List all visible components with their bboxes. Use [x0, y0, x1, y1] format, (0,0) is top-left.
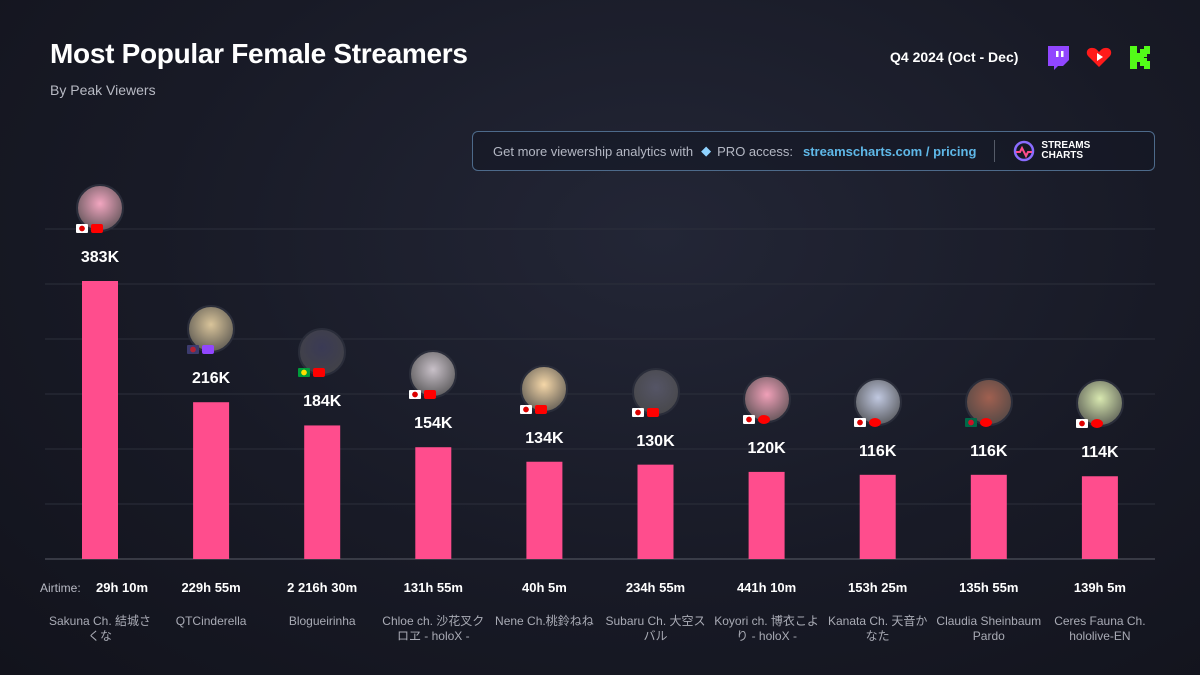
streamer-name: QTCinderella — [175, 614, 247, 628]
value-label: 120K — [747, 439, 786, 457]
airtime-value: 131h 55m — [403, 580, 463, 595]
page-subtitle: By Peak Viewers — [50, 82, 156, 98]
youtube-icon — [91, 224, 103, 233]
streamer-name: Subaru Ch. 大空スバル — [605, 614, 706, 643]
youtube-icon — [424, 390, 437, 400]
airtime-value: 229h 55m — [181, 580, 241, 595]
flag-jp-icon — [520, 404, 533, 414]
airtime-value: 135h 55m — [959, 580, 1019, 595]
youtube-heart-icon — [979, 417, 992, 427]
streamscharts-logo: STREAMS CHARTS — [1013, 140, 1090, 162]
youtube-heart-icon — [868, 417, 881, 427]
streamer-name: Ceres Fauna Ch. hololive-EN — [1054, 614, 1146, 643]
airtime-value: 29h 10m — [96, 580, 149, 595]
twitch-icon — [202, 345, 215, 355]
bar[interactable] — [970, 474, 1007, 559]
bar[interactable] — [415, 447, 452, 559]
airtime-value: 441h 10m — [736, 580, 797, 595]
value-label: 184K — [303, 393, 342, 411]
flag-jp-icon — [853, 417, 866, 427]
airtime-value: 234h 55m — [625, 580, 686, 595]
period-label: Q4 2024 (Oct - Dec) — [890, 49, 1019, 65]
youtube-heart-icon — [1090, 419, 1103, 429]
flag-jp-icon — [409, 390, 422, 400]
flag-mx-icon — [964, 417, 977, 427]
streamer-name: Nene Ch.桃鈴ねね — [495, 614, 594, 628]
bar[interactable] — [82, 281, 118, 559]
twitch-icon — [1048, 46, 1069, 70]
value-label: 216K — [191, 370, 231, 388]
page-title: Most Popular Female Streamers — [50, 38, 468, 69]
airtime-value: 153h 25m — [848, 580, 908, 595]
streamscharts-logo-icon — [1014, 140, 1035, 162]
value-label: 383K — [80, 249, 120, 266]
youtube-icon — [313, 368, 326, 378]
divider — [994, 140, 996, 162]
bar[interactable] — [637, 464, 674, 559]
airtime-value: 139h 5m — [1073, 580, 1126, 595]
airtime-label: Airtime: — [40, 581, 81, 595]
youtube-heart-icon — [1086, 47, 1112, 67]
airtime-value: 2 216h 30m — [287, 580, 358, 595]
youtube-heart-icon — [757, 414, 770, 424]
bar[interactable] — [1081, 476, 1118, 559]
streamer-name: Chloe ch. 沙花叉クロヱ - holoX - — [382, 614, 485, 643]
streamer-name: Koyori ch. 博衣こより - holoX - — [714, 614, 819, 643]
promo-banner: Get more viewership analytics with ◆ PRO… — [472, 131, 1155, 171]
value-label: 116K — [859, 442, 897, 460]
flag-br-icon — [298, 368, 311, 378]
airtime-value: 40h 5m — [521, 580, 567, 595]
kick-icon — [1130, 46, 1150, 69]
bar[interactable] — [859, 474, 896, 559]
streamer-name: Sakuna Ch. 結城さくな — [48, 614, 152, 643]
bar[interactable] — [193, 402, 230, 559]
flag-us-icon — [187, 345, 200, 355]
bar[interactable] — [304, 425, 341, 559]
value-label: 134K — [525, 429, 564, 447]
pricing-link[interactable]: streamscharts.com / pricing — [803, 143, 977, 159]
logo-line2: CHARTS — [1041, 150, 1084, 161]
promo-pro: PRO access: — [717, 143, 793, 159]
bar[interactable] — [748, 471, 785, 559]
diamond-icon: ◆ — [701, 143, 712, 158]
flag-jp-icon — [631, 407, 644, 417]
value-label: 154K — [414, 415, 453, 433]
streamer-avatar — [631, 367, 680, 416]
streamer-name: Kanata Ch. 天音かなた — [827, 614, 928, 643]
value-label: 130K — [636, 432, 675, 450]
logo-line1: STREAMS — [1041, 140, 1091, 151]
streamer-name: Blogueirinha — [288, 614, 356, 628]
value-label: 114K — [1081, 444, 1119, 462]
promo-text: Get more viewership analytics with — [493, 143, 694, 159]
streamer-name: Claudia Sheinbaum Pardo — [936, 614, 1042, 643]
flag-jp-icon — [1075, 419, 1088, 429]
youtube-icon — [646, 407, 659, 417]
value-label: 116K — [970, 442, 1008, 460]
flag-jp-icon — [76, 224, 88, 233]
bar[interactable] — [526, 461, 563, 559]
flag-jp-icon — [742, 414, 755, 424]
youtube-icon — [535, 404, 548, 414]
